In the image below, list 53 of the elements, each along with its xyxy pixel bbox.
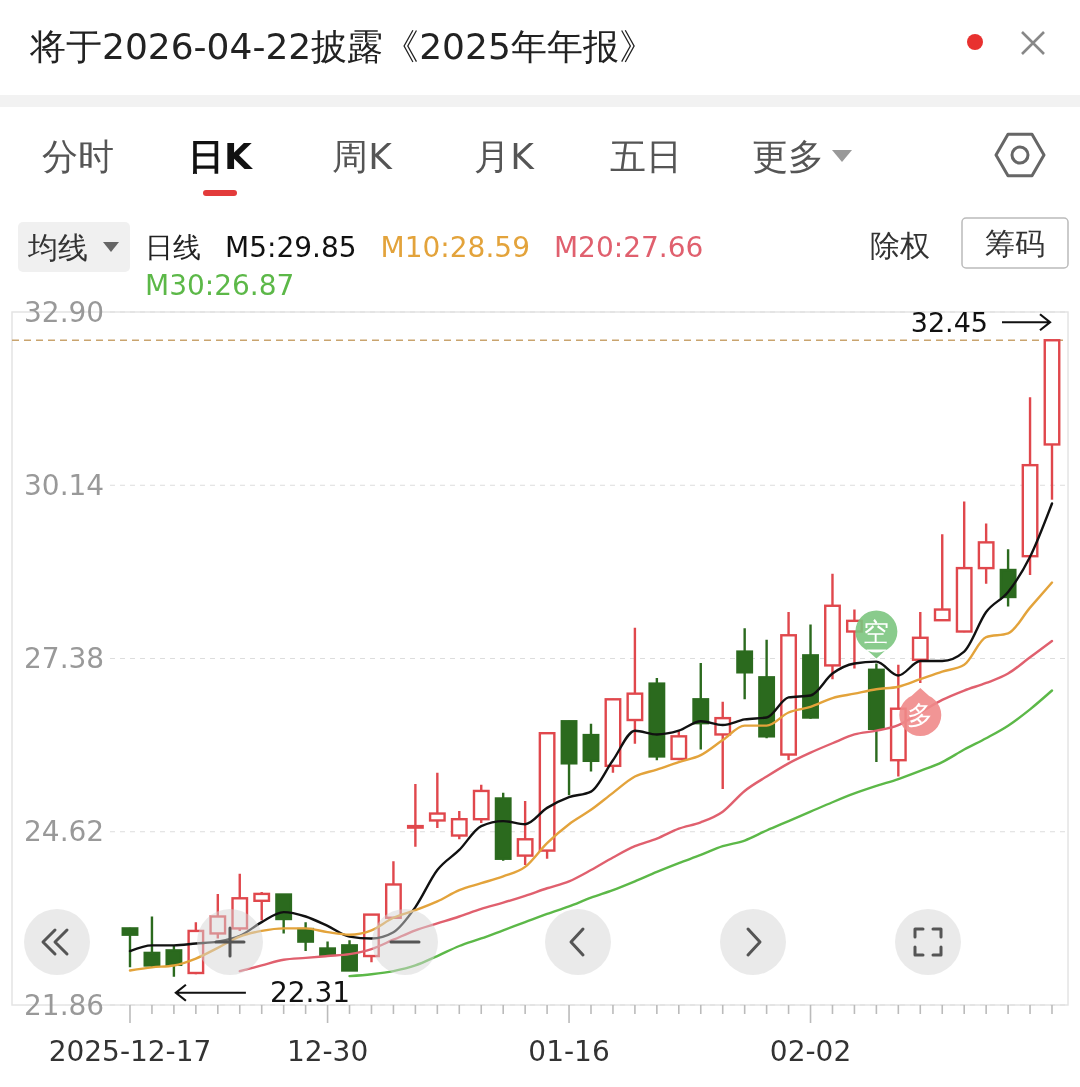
y-tick-label: 24.62: [24, 815, 105, 849]
text: M10:28.59: [380, 230, 530, 264]
candlestick: [780, 610, 798, 762]
x-tick-label: 01-16: [528, 1034, 610, 1068]
line-series: [128, 502, 1054, 953]
x-tick-label: 02-02: [769, 1034, 852, 1068]
candlestick: [911, 610, 929, 685]
text: 分时: [42, 135, 114, 177]
annotation: 多: [907, 699, 934, 730]
text: 周K: [332, 135, 394, 177]
y-tick-label: 30.14: [24, 468, 105, 502]
line-series: [348, 689, 1054, 978]
text: 月K: [474, 135, 536, 177]
text: 更多: [752, 135, 824, 177]
y-tick-label: 32.90: [24, 295, 105, 329]
text: 除权: [870, 227, 930, 263]
candlestick: [406, 782, 424, 849]
annotation: 22.31: [269, 976, 351, 1010]
y-tick-label: 27.38: [24, 642, 105, 675]
candlestick: [626, 626, 644, 746]
candlestick: [824, 572, 841, 681]
x-tick-label: 2025-12-17: [48, 1034, 212, 1068]
candlestick: [692, 661, 710, 751]
candlestick: [582, 722, 600, 773]
candlestick: [121, 927, 139, 969]
text: 均线: [27, 229, 88, 265]
text: 五日: [610, 135, 682, 177]
text: 筹码: [985, 225, 1045, 261]
y-tick-label: 21.86: [24, 988, 105, 1022]
candlestick: [736, 627, 754, 701]
chart-title: 将于2026-04-22披露《2025年年报》: [29, 25, 655, 67]
text: M20:27.66: [553, 230, 704, 264]
candlestick: [516, 799, 534, 867]
annotation: 32.45: [910, 306, 988, 338]
candlestick: [143, 915, 161, 970]
candlestick: [977, 522, 995, 585]
line-series: [128, 581, 1054, 972]
candlestick: [428, 771, 446, 830]
candlestick: [1043, 339, 1061, 501]
candlestick: [955, 500, 973, 633]
candlestick: [253, 890, 271, 922]
x-tick-label: 12-30: [286, 1034, 369, 1068]
text: 日K: [188, 135, 254, 177]
candlestick: [560, 720, 578, 797]
candlestick: [758, 638, 776, 740]
text: M5:29.85: [225, 230, 357, 264]
text: M30:26.87: [145, 268, 295, 302]
candlestick: [1021, 396, 1039, 577]
candlestick: [802, 623, 819, 719]
legend-title: 日线: [145, 230, 201, 264]
annotation: 空: [863, 616, 890, 647]
candlestick: [933, 533, 951, 622]
candlestick: [867, 662, 885, 764]
